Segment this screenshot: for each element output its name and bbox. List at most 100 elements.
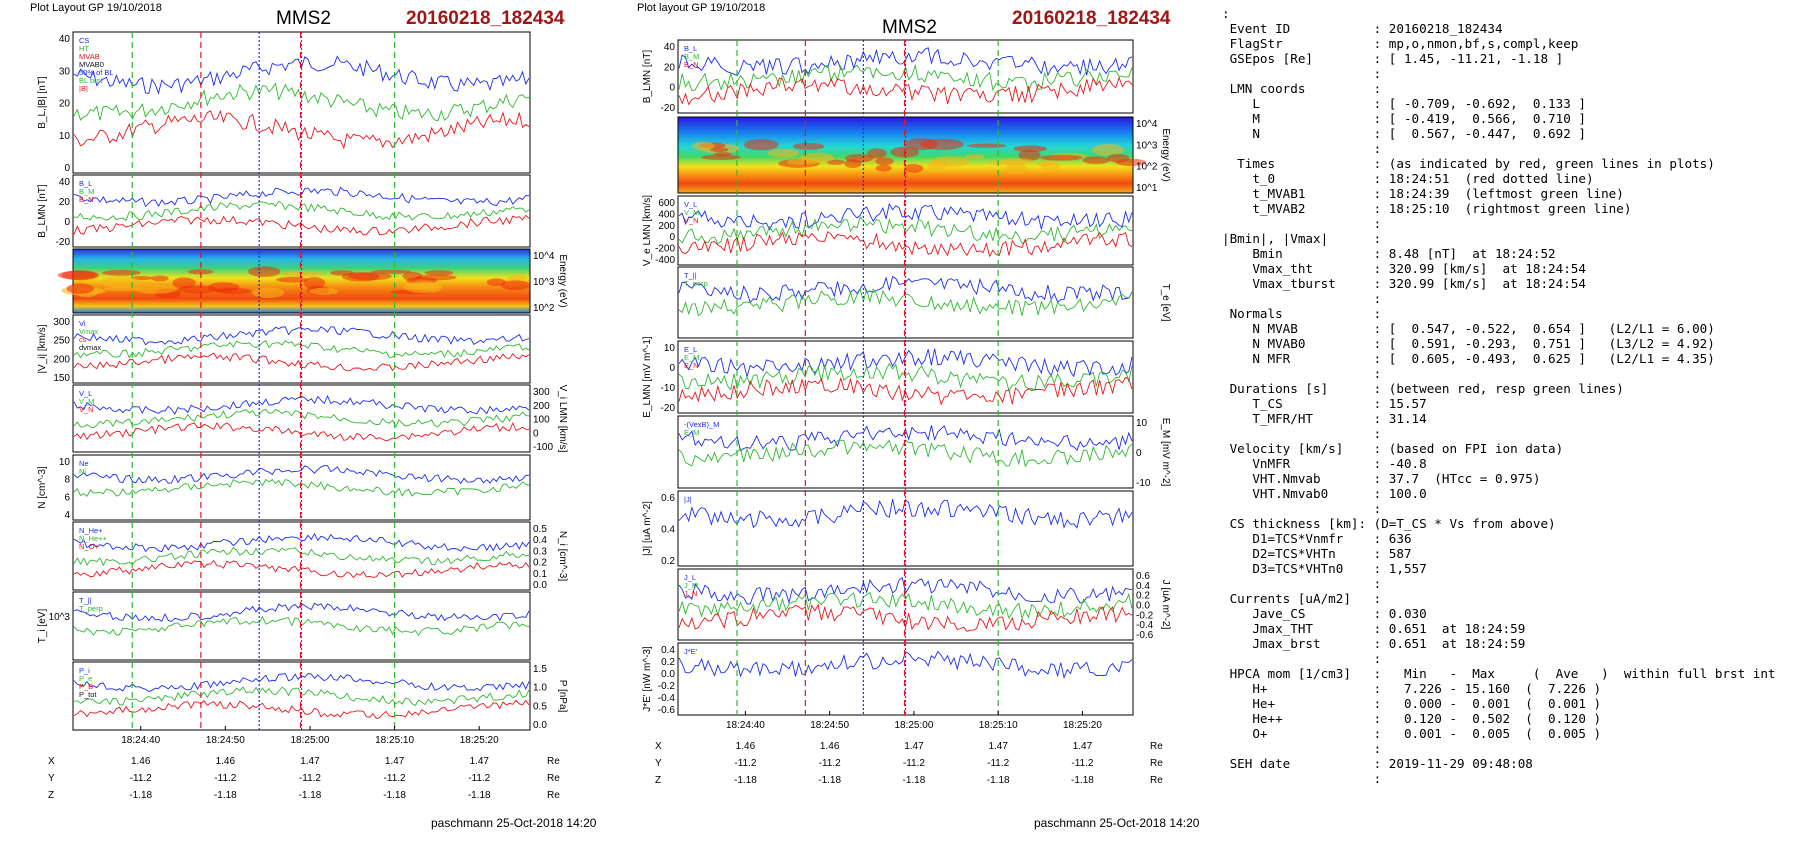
y-axis-label: N_i [cm^-3] (557, 531, 568, 581)
y-tick-label: -20 (56, 237, 71, 248)
y-tick-label: -100 (533, 442, 553, 453)
position-value: 1.47 (469, 756, 489, 767)
spectrogram-blob (507, 275, 527, 281)
position-value: -11.2 (903, 758, 925, 769)
position-value: 1.47 (300, 756, 320, 767)
legend-entry: E_M (684, 428, 699, 437)
series-trace-|J| (678, 498, 1133, 529)
position-value: -1.18 (129, 790, 152, 801)
legend-entry: Vi (79, 319, 86, 328)
series-trace-B_N (73, 214, 530, 236)
y-tick-label: 4 (64, 510, 70, 521)
y-tick-label: 0.4 (661, 645, 675, 656)
spectrogram-blob (903, 163, 924, 173)
series-trace-N_O+ (73, 559, 530, 579)
legend-entry: E_M (684, 353, 699, 362)
y-tick-label: 200 (53, 354, 70, 365)
position-value: -11.2 (384, 773, 406, 784)
legend-entry: P_e (79, 674, 92, 683)
event-parameters-text: : Event ID : 20160218_182434 FlagStr : m… (1222, 6, 1776, 786)
left-footer: paschmann 25-Oct-2018 14:20 (431, 816, 597, 830)
spectrogram-blob (1018, 149, 1041, 161)
y-tick-label: 200 (658, 221, 675, 232)
legend-entry: Ne (79, 459, 89, 468)
position-row-label: Y (655, 758, 662, 769)
y-axis-label: Energy (eV) (1160, 128, 1171, 181)
legend-entry: T_|| (684, 271, 697, 280)
position-value: 1.46 (131, 756, 151, 767)
y-tick-label: -0.6 (1136, 630, 1154, 641)
position-value: -1.18 (987, 775, 1010, 786)
legend-entry: |J| (684, 495, 692, 504)
y-tick-label: 6 (64, 492, 70, 503)
y-tick-label: 0.4 (661, 525, 675, 536)
position-value: -11.2 (214, 773, 236, 784)
spectrogram-blob (187, 269, 214, 275)
spectrogram-blob (700, 154, 742, 160)
position-value: -1.18 (383, 790, 406, 801)
y-tick-label: 40 (59, 177, 71, 188)
spectrogram-blob (867, 148, 887, 159)
spectrogram-blob (276, 276, 309, 283)
legend-entry: N_O+ (79, 542, 99, 551)
y-tick-label: 0.5 (533, 524, 547, 535)
y-tick-label: 20 (59, 197, 71, 208)
spectrogram-blob (134, 284, 177, 294)
y-tick-label: 0 (669, 83, 675, 94)
legend-entry: E_L (684, 345, 697, 354)
y-axis-label: P [nPa] (557, 680, 568, 713)
x-tick-label: 18:24:40 (726, 720, 765, 731)
legend-entry: B_N (684, 60, 699, 69)
y-tick-label: 8 (64, 475, 70, 486)
legend-entry: V_M (79, 397, 94, 406)
legend-entry: Ni (79, 467, 86, 476)
y-tick-label: -0.2 (1136, 610, 1154, 621)
spectrogram-blob (303, 277, 325, 289)
spectrogram-blob (150, 275, 169, 282)
series-trace-J_M (678, 591, 1133, 620)
y-tick-label: 10^2 (1136, 162, 1158, 173)
legend-entry: T_|| (79, 596, 92, 605)
x-tick-label: 18:25:10 (375, 735, 414, 746)
position-value: -1.18 (468, 790, 491, 801)
y-tick-label: 0 (669, 232, 675, 243)
position-value: -11.2 (734, 758, 756, 769)
y-axis-label: V_e LMN [km/s] (642, 195, 653, 266)
legend-entry: MVAB (79, 52, 100, 61)
y-axis-label: |J| [uA m^-2] (642, 501, 653, 556)
y-axis-label: B_LMN [nT] (642, 50, 653, 104)
spectrogram-blob (875, 157, 894, 166)
y-axis-label: E_M [mV m^-2] (1160, 418, 1171, 487)
legend-entry: -(VexB)_M (684, 420, 719, 429)
y-tick-label: 0.2 (661, 556, 675, 567)
spectrogram-blob (408, 282, 439, 291)
position-value: -11.2 (987, 758, 1009, 769)
y-tick-label: -0.6 (658, 705, 676, 716)
spectrogram-blob (57, 270, 97, 280)
series-trace-T_|| (73, 602, 530, 622)
legend-entry: B_L (79, 179, 92, 188)
series-trace-Ni (73, 478, 530, 498)
position-unit: Re (1150, 775, 1163, 786)
y-axis-label: V_i LMN [km/s] (557, 385, 568, 453)
y-axis-label: N [cm^-3] (37, 466, 48, 509)
legend-entry: B_M (684, 52, 699, 61)
y-axis-label: |V_i| [km/s] (37, 324, 48, 373)
panel-frame (677, 642, 1134, 716)
x-tick-label: 18:25:20 (1063, 720, 1102, 731)
position-unit: Re (1150, 758, 1163, 769)
spectrogram-blob (100, 276, 142, 289)
y-axis-label: J*E' [nW m^-3] (642, 646, 653, 712)
spectrogram-blob (486, 278, 506, 287)
y-tick-label: 0.0 (661, 669, 675, 680)
y-tick-label: 0.2 (1136, 591, 1150, 602)
spectrogram-blob (967, 143, 1007, 148)
y-tick-label: 10 (59, 457, 71, 468)
legend-entry: T_perp (684, 279, 708, 288)
y-tick-label: 0.2 (661, 657, 675, 668)
y-tick-label: 20 (664, 62, 676, 73)
y-tick-label: -20 (661, 103, 676, 114)
spectrogram-blob (248, 266, 281, 277)
y-axis-label: T_i [eV] (37, 609, 48, 644)
legend-entry: V_L (684, 200, 697, 209)
